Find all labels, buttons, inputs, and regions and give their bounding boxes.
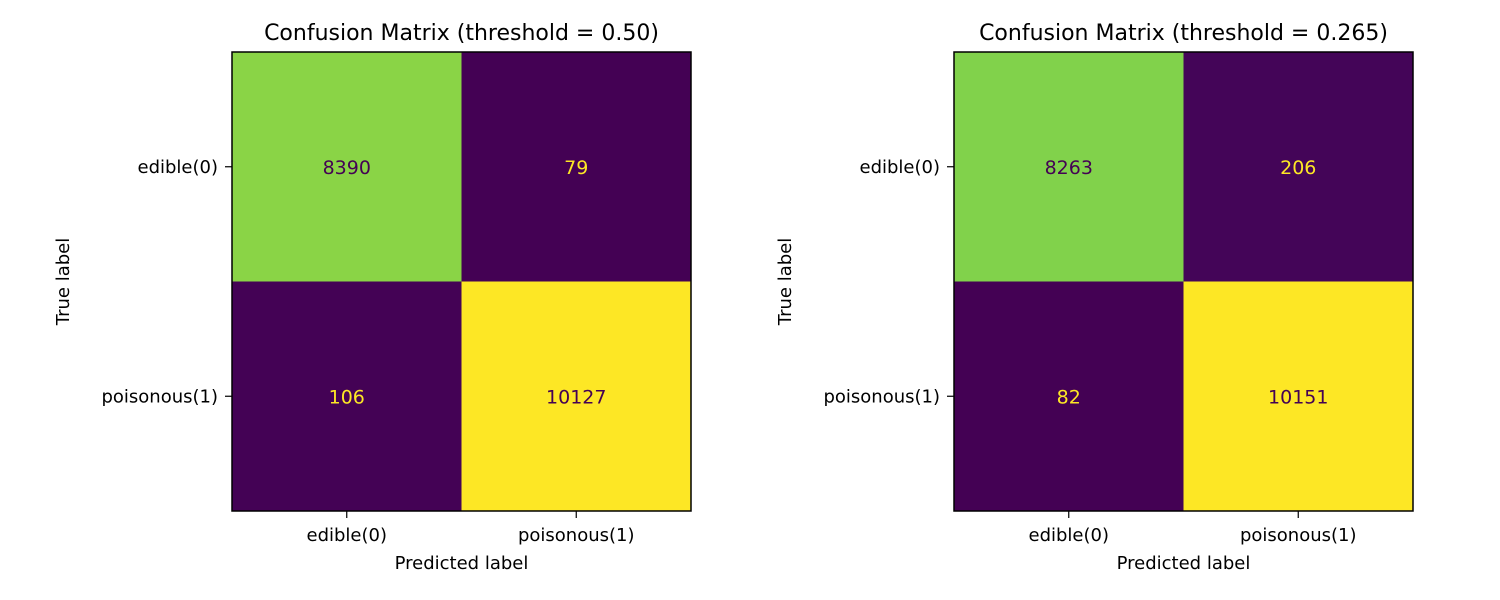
matrix-cell bbox=[954, 281, 1184, 511]
confusion-matrix-chart-1: Confusion Matrix (threshold = 0.50) 8390… bbox=[53, 21, 692, 574]
x-tick-label: edible(0) bbox=[1029, 525, 1110, 546]
y-tick-label: edible(0) bbox=[860, 157, 941, 178]
cell-value-label: 82 bbox=[1057, 386, 1081, 408]
matrix-cell bbox=[232, 281, 462, 511]
cell-value-label: 206 bbox=[1280, 157, 1316, 179]
cell-value-label: 79 bbox=[564, 157, 588, 179]
chart-title: Confusion Matrix (threshold = 0.50) bbox=[264, 21, 659, 46]
y-tick-label: edible(0) bbox=[138, 157, 219, 178]
x-axis-label: Predicted label bbox=[395, 553, 529, 574]
chart-title: Confusion Matrix (threshold = 0.265) bbox=[979, 21, 1388, 46]
axis-ticks: edible(0) poisonous(1) edible(0) poisonous(… bbox=[823, 157, 1356, 546]
matrix-cell bbox=[232, 52, 462, 282]
x-tick-label: edible(0) bbox=[307, 525, 388, 546]
y-tick-label: poisonous(1) bbox=[101, 386, 218, 407]
cell-value-label: 10127 bbox=[546, 386, 606, 408]
plot-frame bbox=[953, 51, 1414, 512]
cell-value-label: 8390 bbox=[323, 157, 371, 179]
matrix-cell bbox=[1183, 281, 1413, 511]
x-tick-label: poisonous(1) bbox=[518, 525, 635, 546]
matrix-cells: 8390 79 106 10127 bbox=[232, 52, 691, 511]
axis-ticks: edible(0) poisonous(1) edible(0) poisonous(… bbox=[101, 157, 634, 546]
matrix-cells: 8263 206 82 10151 bbox=[954, 52, 1413, 511]
plot-frame bbox=[231, 51, 692, 512]
cell-value-label: 10151 bbox=[1268, 386, 1328, 408]
cell-value-label: 106 bbox=[329, 386, 365, 408]
y-tick-label: poisonous(1) bbox=[823, 386, 940, 407]
y-axis-label: True label bbox=[53, 238, 74, 327]
matrix-cell bbox=[461, 52, 691, 282]
matrix-cell bbox=[461, 281, 691, 511]
x-tick-label: poisonous(1) bbox=[1240, 525, 1357, 546]
confusion-matrix-chart-2: Confusion Matrix (threshold = 0.265) 826… bbox=[775, 21, 1414, 574]
matrix-cell bbox=[1183, 52, 1413, 282]
cell-value-label: 8263 bbox=[1045, 157, 1093, 179]
x-axis-label: Predicted label bbox=[1117, 553, 1251, 574]
y-axis-label: True label bbox=[775, 238, 796, 327]
matrix-cell bbox=[954, 52, 1184, 282]
